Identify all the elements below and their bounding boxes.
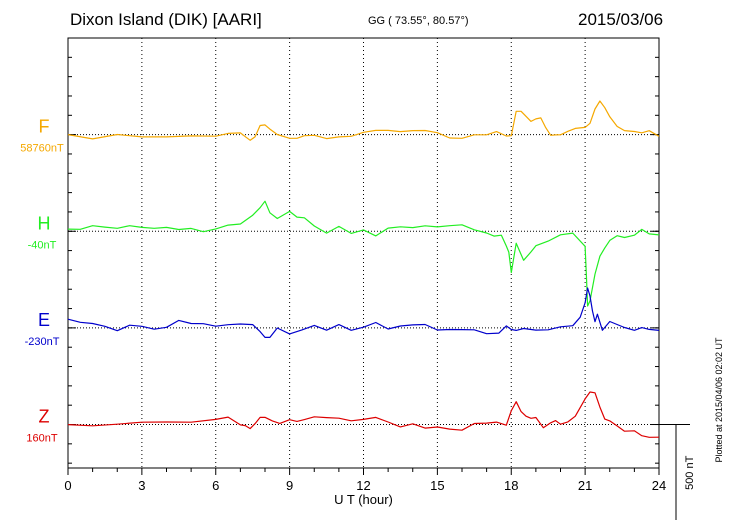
channel-label-f: F [39, 117, 50, 137]
series-line-e [67, 287, 660, 338]
x-tick-label: 12 [356, 478, 370, 493]
series-line-f [67, 100, 660, 141]
vertical-gridlines [141, 38, 586, 468]
station-title: Dixon Island (DIK) [AARI] [70, 10, 262, 29]
channel-baseline-e: -230nT [25, 336, 60, 348]
series-layer [67, 100, 660, 438]
channel-label-e: E [38, 310, 50, 330]
x-tick-label: 9 [286, 478, 293, 493]
series-line-h [67, 200, 660, 307]
x-axis-ticks: 0 3 6 9 12 15 18 21 24 [64, 468, 666, 493]
x-tick-label: 3 [138, 478, 145, 493]
series-line-z [67, 391, 660, 438]
channel-label-h: H [38, 213, 51, 233]
channel-labels: F 58760nT H -40nT E -230nT Z 160nT [20, 117, 64, 445]
x-tick-label: 15 [430, 478, 444, 493]
scale-bar-label: 500 nT [684, 455, 696, 490]
scale-bar: 500 nT [659, 424, 696, 520]
x-tick-label: 24 [652, 478, 666, 493]
x-tick-label: 21 [578, 478, 592, 493]
x-tick-label: 0 [64, 478, 71, 493]
x-axis-label: U T (hour) [334, 492, 393, 507]
plot-date: 2015/03/06 [578, 10, 664, 29]
x-tick-label: 6 [212, 478, 219, 493]
channel-baseline-z: 160nT [26, 433, 57, 445]
channel-label-z: Z [39, 407, 50, 427]
geographic-coordinates: GG ( 73.55°, 80.57°) [368, 15, 469, 27]
channel-baseline-f: 58760nT [20, 143, 64, 155]
channel-baseline-h: -40nT [28, 239, 57, 251]
plotted-timestamp: Plotted at 2015/04/06 02:02 UT [714, 337, 724, 463]
x-tick-label: 18 [504, 478, 518, 493]
